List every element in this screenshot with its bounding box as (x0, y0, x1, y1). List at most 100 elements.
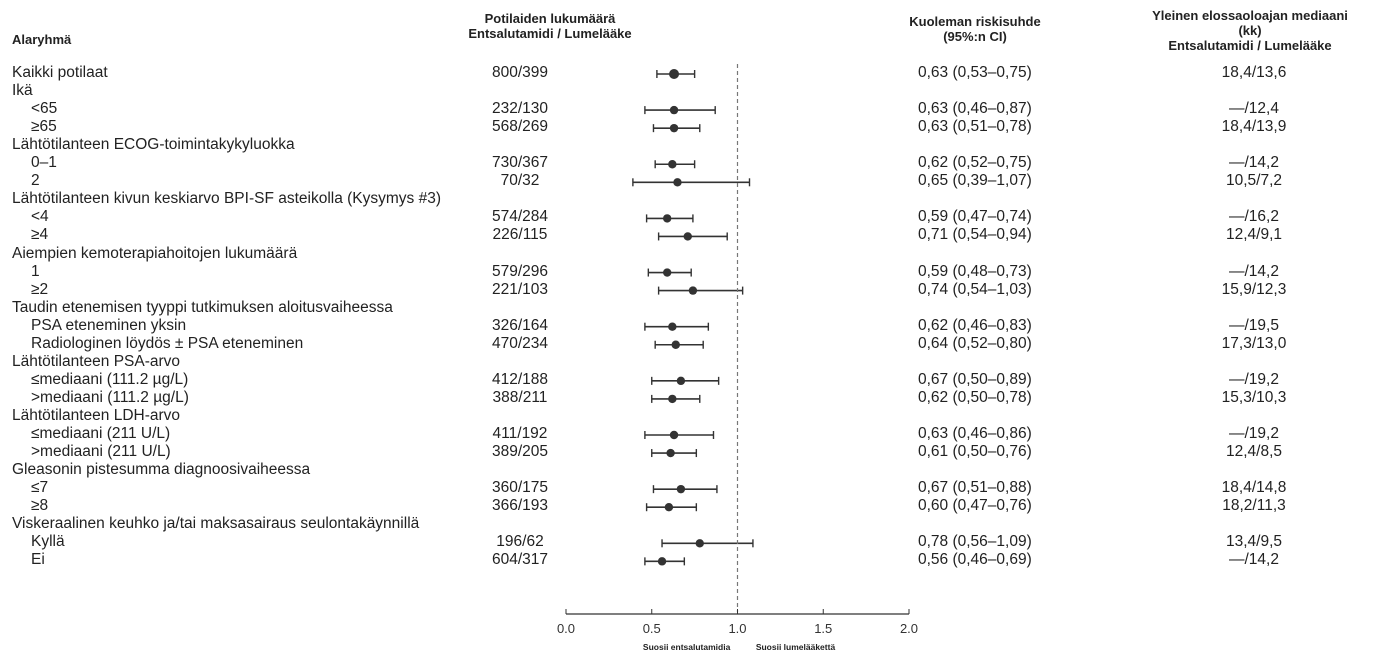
header-os-line3: Entsalutamidi / Lumelääke (1168, 38, 1332, 53)
median-os-text: —/19,2 (1229, 425, 1279, 442)
patient-count: 221/103 (491, 280, 549, 298)
subgroup-label: >mediaani (211 U/L) (31, 443, 171, 461)
header-hazard-ratio: Kuoleman riskisuhde (95%:n CI) (880, 14, 1070, 44)
patient-count: 232/130 (491, 100, 549, 118)
patient-count: 366/193 (491, 497, 549, 515)
point-estimate (657, 557, 667, 566)
x-tick-label: 2.0 (900, 621, 918, 636)
median-os-text: 18,4/13,9 (1221, 118, 1287, 136)
patient-count: 388/211 (492, 388, 548, 406)
patient-count: 360/175 (491, 479, 549, 497)
subgroup-heading: Lähtötilanteen kivun keskiarvo BPI-SF as… (12, 190, 442, 208)
header-patients-line2: Entsalutamidi / Lumelääke (468, 26, 632, 41)
hazard-ratio-text: 0,61 (0,50–0,76) (918, 443, 1032, 461)
patient-count: 574/284 (491, 208, 549, 226)
median-os-text: 15,3/10,3 (1221, 388, 1287, 406)
patient-count: 70/32 (500, 172, 540, 190)
median-os-text: 12,4/9,1 (1225, 226, 1283, 244)
point-estimate (683, 232, 692, 241)
favors-placebo-label: Suosii lumelääkettä (756, 642, 836, 652)
patient-count: 226/115 (492, 226, 548, 244)
median-os-text: 18,2/11,3 (1222, 497, 1286, 515)
x-tick-label: 0.5 (643, 621, 661, 636)
point-estimate (669, 430, 679, 440)
median-os-text: —/12,4 (1229, 100, 1279, 118)
point-estimate (673, 178, 682, 187)
subgroup-label: >mediaani (111.2 µg/L) (31, 388, 189, 406)
point-estimate (666, 448, 675, 458)
hazard-ratio-text: 0,62 (0,50–0,78) (918, 388, 1032, 406)
hazard-ratio-text: 0,74 (0,54–1,03) (918, 280, 1032, 298)
point-estimate (669, 123, 679, 133)
header-os-line1: Yleinen elossaoloajan mediaani (1152, 8, 1348, 23)
header-patients-line1: Potilaiden lukumäärä (484, 11, 616, 26)
point-estimate (671, 340, 680, 349)
point-estimate (688, 286, 698, 295)
median-os-text: —/14,2 (1229, 154, 1279, 172)
hazard-ratio-text: 0,67 (0,50–0,89) (918, 370, 1032, 388)
median-os-text: —/14,2 (1229, 262, 1279, 280)
hazard-ratio-text: 0,65 (0,39–1,07) (918, 172, 1032, 190)
subgroup-heading: Gleasonin pistesumma diagnoosivaiheessa (12, 461, 311, 479)
hazard-ratio-text: 0,78 (0,56–1,09) (918, 533, 1032, 551)
subgroup-label: ≥65 (31, 118, 57, 136)
subgroup-label: <4 (31, 208, 49, 226)
point-estimate (668, 322, 677, 331)
header-os-line2: (kk) (1238, 23, 1262, 38)
point-estimate (668, 160, 677, 169)
median-os-text: 13,4/9,5 (1225, 533, 1283, 551)
subgroup-label: PSA eteneminen yksin (31, 316, 187, 334)
hazard-ratio-text: 0,63 (0,46–0,86) (918, 425, 1032, 442)
x-tick-label: 0.0 (557, 621, 575, 636)
subgroup-label: Ei (31, 551, 45, 569)
median-os-text: —/19,5 (1229, 316, 1279, 334)
subgroup-label: ≥8 (31, 497, 49, 515)
subgroup-heading: Viskeraalinen keuhko ja/tai maksasairaus… (12, 515, 420, 533)
subgroup-heading: Aiempien kemoterapiahoitojen lukumäärä (12, 244, 298, 262)
hazard-ratio-text: 0,59 (0,48–0,73) (918, 262, 1032, 280)
x-tick-label: 1.5 (814, 621, 832, 636)
hazard-ratio-text: 0,62 (0,46–0,83) (918, 316, 1032, 334)
subgroup-label: <65 (31, 100, 58, 118)
header-hr-line2: (95%:n CI) (943, 29, 1007, 44)
hazard-ratio-text: 0,71 (0,54–0,94) (918, 226, 1032, 244)
subgroup-heading: Lähtötilanteen ECOG-toimintakykyluokka (12, 136, 295, 154)
x-tick-label: 1.0 (728, 621, 746, 636)
subgroup-heading: Lähtötilanteen LDH-arvo (12, 406, 181, 424)
hazard-ratio-text: 0,60 (0,47–0,76) (918, 497, 1032, 515)
patient-count: 800/399 (491, 64, 549, 81)
patient-count: 412/188 (491, 370, 549, 388)
hazard-ratio-text: 0,63 (0,53–0,75) (918, 64, 1032, 81)
patient-count: 326/164 (491, 316, 549, 334)
patient-count: 196/62 (496, 533, 544, 551)
subgroup-label: ≤mediaani (111.2 µg/L) (31, 370, 189, 388)
median-os-text: —/16,2 (1229, 208, 1279, 226)
median-os-text: 18,4/14,8 (1221, 479, 1287, 497)
subgroup-label: Kaikki potilaat (12, 64, 108, 81)
subgroup-label: 2 (31, 172, 40, 190)
subgroup-label: 1 (31, 262, 40, 280)
point-estimate (662, 214, 672, 223)
point-estimate (662, 268, 672, 277)
hazard-ratio-text: 0,62 (0,52–0,75) (918, 154, 1032, 172)
subgroup-heading: Taudin etenemisen tyyppi tutkimuksen alo… (12, 298, 393, 316)
subgroup-label: Kyllä (31, 533, 65, 551)
median-os-text: 12,4/8,5 (1225, 443, 1283, 461)
point-estimate (669, 105, 679, 115)
hazard-ratio-text: 0,56 (0,46–0,69) (918, 551, 1032, 569)
subgroup-label: Radiologinen löydös ± PSA eteneminen (31, 334, 304, 352)
patient-count: 470/234 (491, 334, 549, 352)
median-os-text: —/19,2 (1229, 370, 1279, 388)
patient-count: 730/367 (491, 154, 549, 172)
patient-count: 579/296 (491, 262, 549, 280)
hazard-ratio-text: 0,64 (0,52–0,80) (918, 334, 1032, 352)
point-estimate (664, 503, 674, 512)
point-estimate (695, 539, 704, 548)
median-os-text: 10,5/7,2 (1225, 172, 1283, 190)
patient-count: 604/317 (491, 551, 549, 569)
subgroup-label: 0–1 (31, 154, 57, 172)
point-estimate (669, 69, 680, 79)
hazard-ratio-text: 0,67 (0,51–0,88) (918, 479, 1032, 497)
patient-count: 411/192 (492, 425, 548, 442)
